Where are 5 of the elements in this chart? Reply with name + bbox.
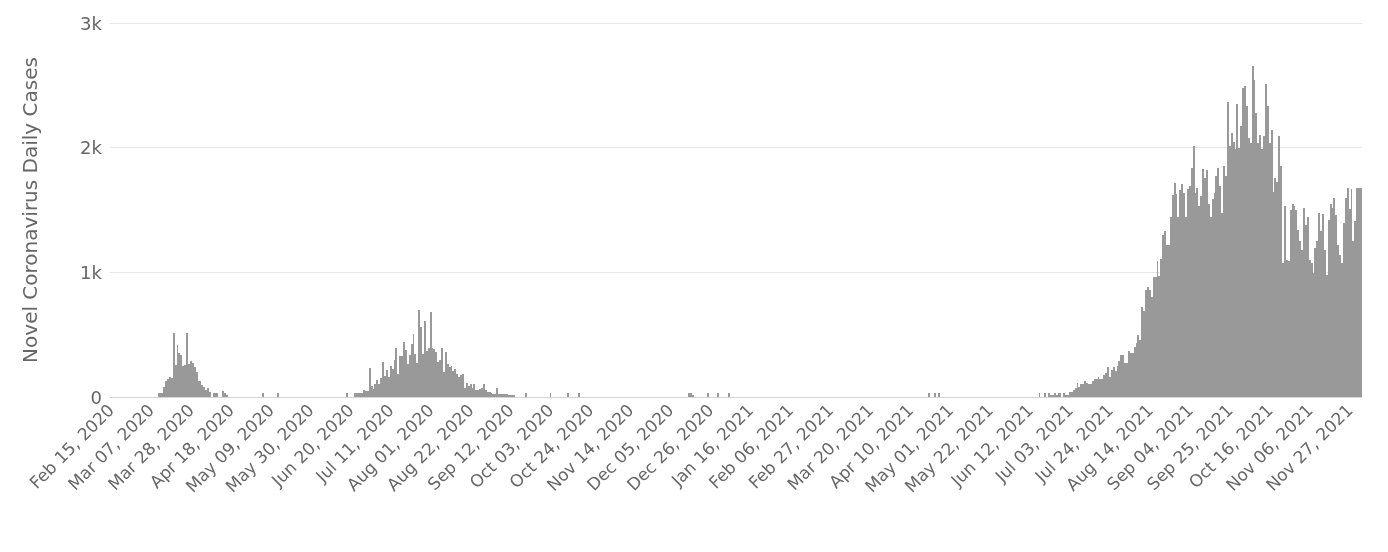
y-axis-title: Novel Coronavirus Daily Cases: [18, 57, 42, 363]
y-tick-label: 3k: [80, 12, 103, 34]
y-tick-label: 0: [90, 386, 102, 408]
y-tick-label: 1k: [80, 261, 103, 283]
y-tick-label: 2k: [80, 137, 103, 159]
